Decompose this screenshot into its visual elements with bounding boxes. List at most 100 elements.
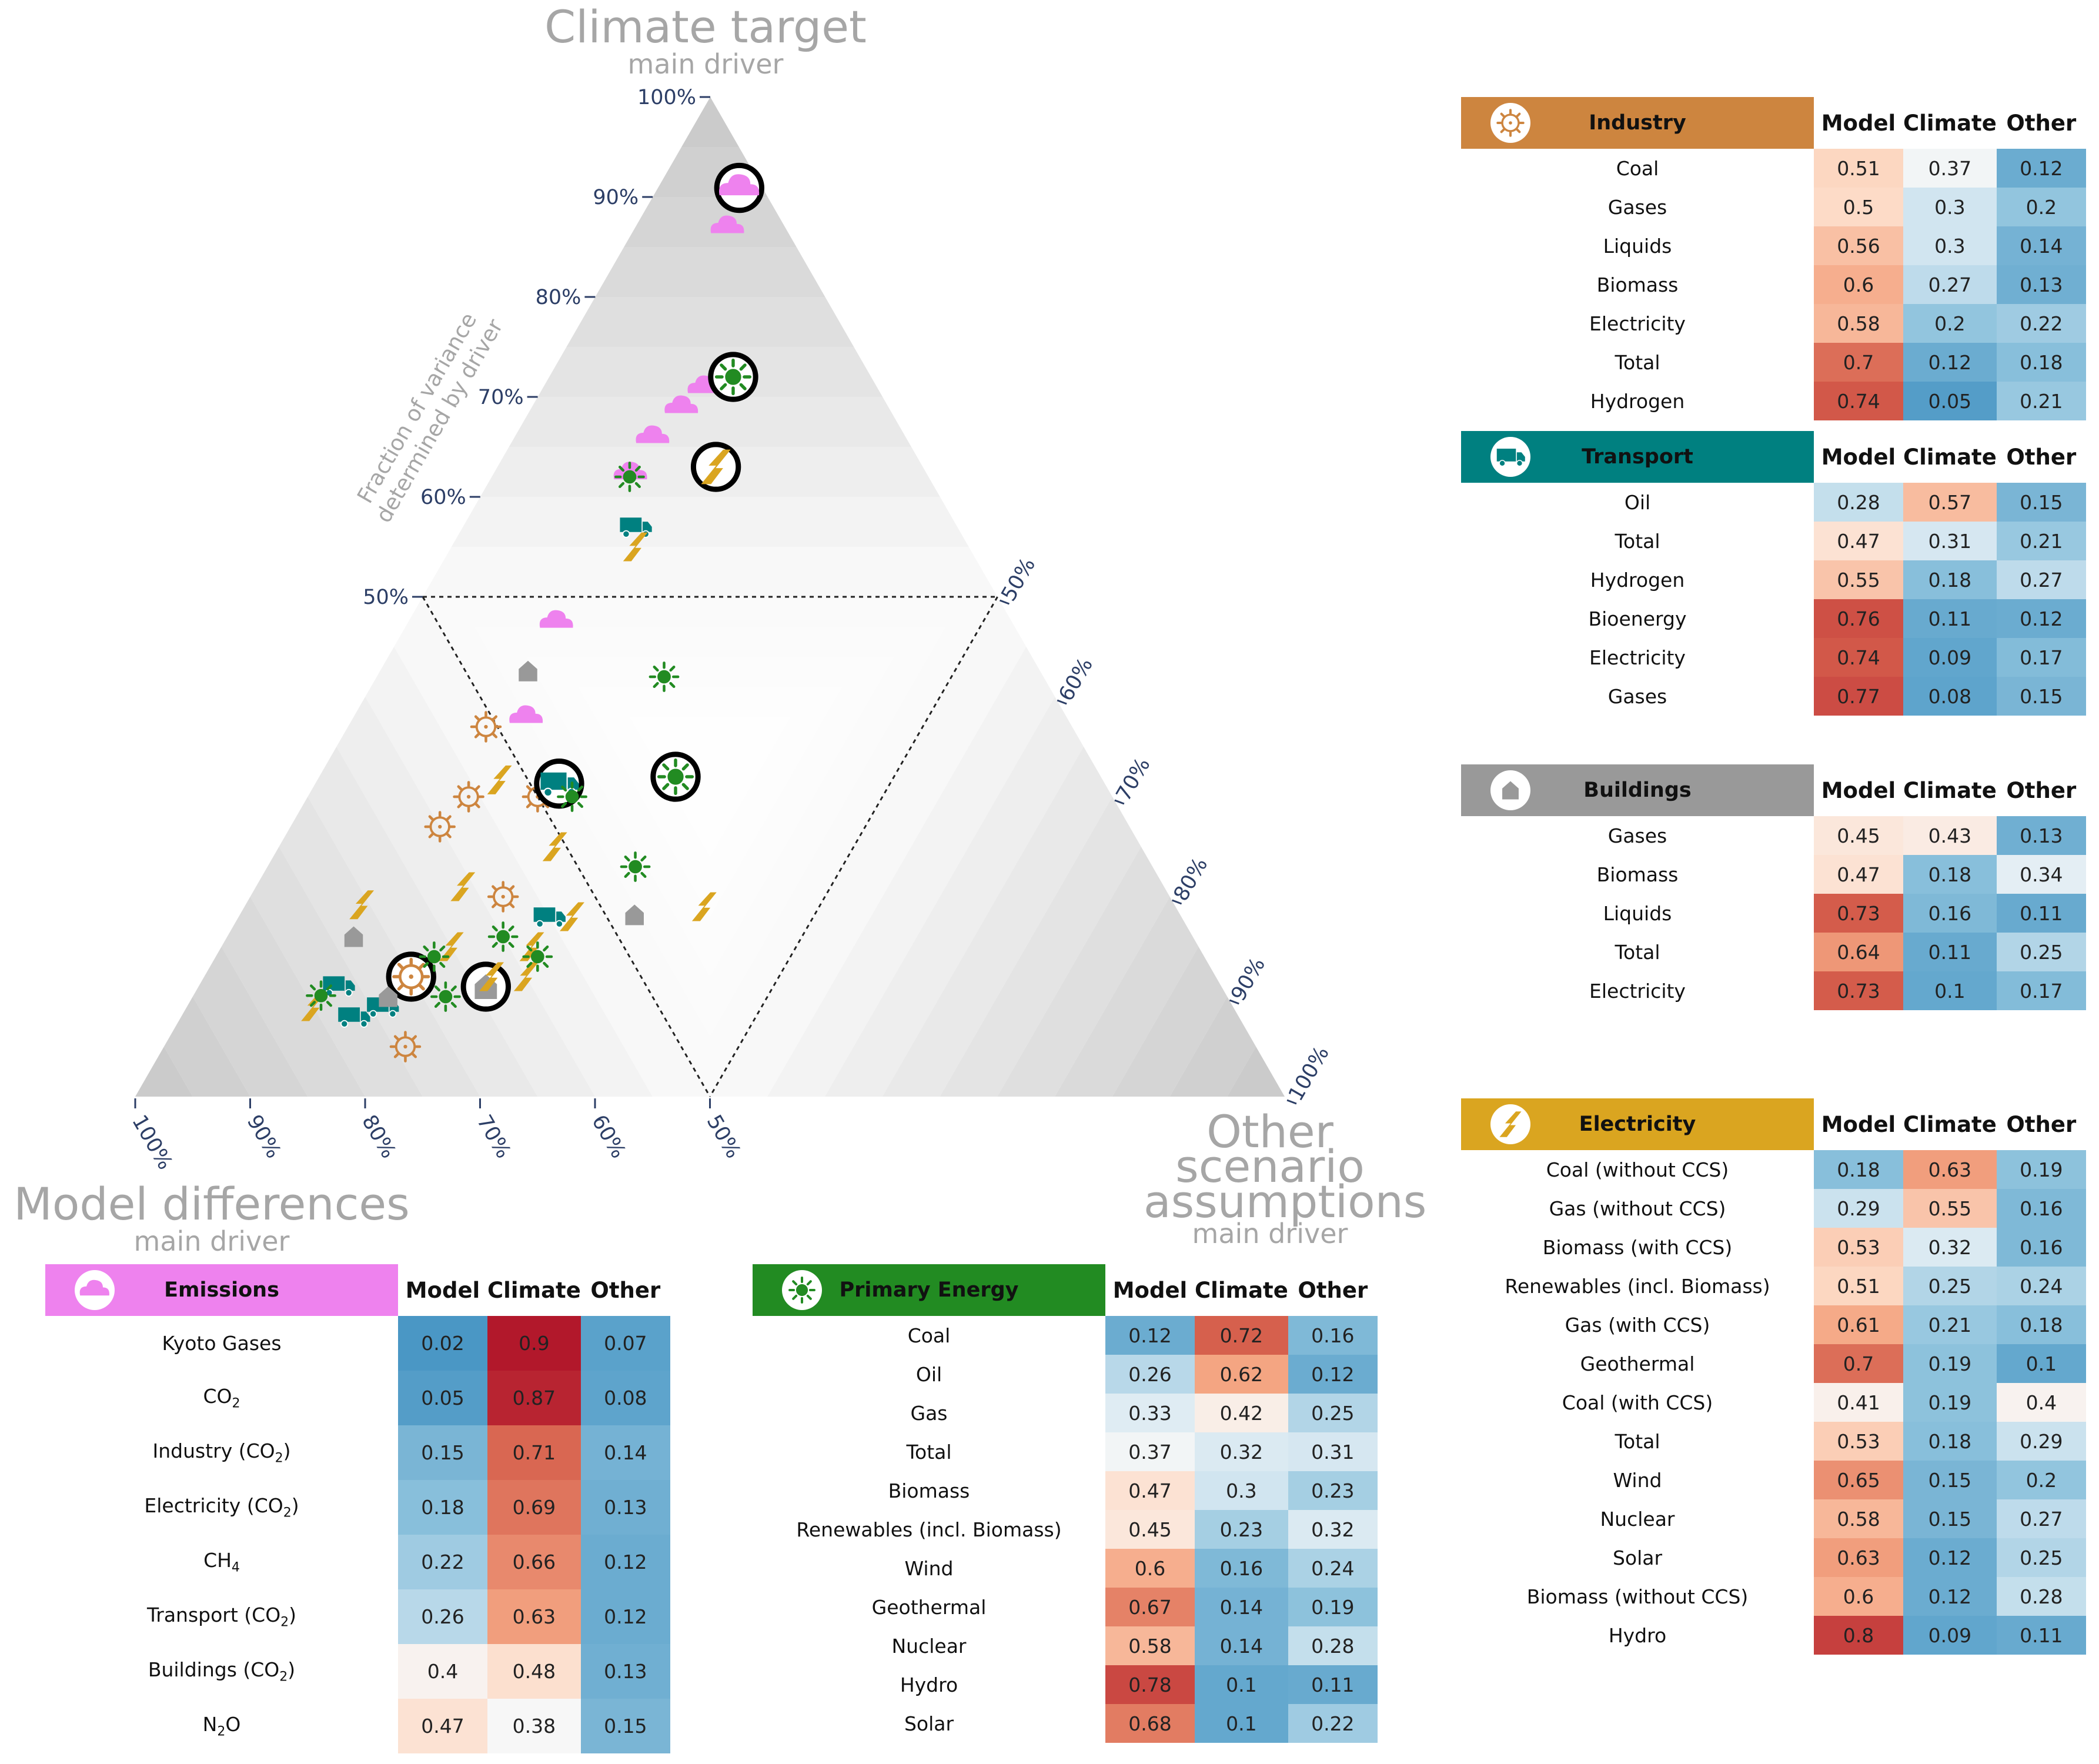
data-point-electricity: [691, 892, 717, 921]
table-row: N2O 0.47 0.38 0.15: [45, 1699, 670, 1753]
data-point-buildings: [344, 926, 363, 947]
tick-label-model: 100%: [127, 1111, 177, 1174]
data-point-primary-energy: [522, 941, 553, 972]
table-row: Oil 0.26 0.62 0.12: [753, 1355, 1378, 1394]
value-cell: 0.6: [1814, 1577, 1903, 1616]
data-point-buildings: [519, 660, 537, 681]
table-row: CO2 0.05 0.87 0.08: [45, 1371, 670, 1425]
row-label: CH4: [203, 1549, 240, 1575]
column-header: Climate: [1903, 444, 1997, 470]
value-cell: 0.12: [1903, 1538, 1997, 1577]
value-cell: 0.15: [1996, 677, 2086, 716]
value-cell: 0.26: [1105, 1355, 1195, 1394]
value-cell: 0.23: [1288, 1471, 1378, 1510]
value-cell: 0.2: [1903, 304, 1997, 343]
row-label: Wind: [1613, 1468, 1662, 1492]
table-row: Oil 0.28 0.57 0.15: [1461, 483, 2086, 522]
value-cell: 0.26: [398, 1589, 487, 1644]
row-label: Total: [1615, 350, 1660, 374]
value-cell: 0.13: [580, 1480, 670, 1535]
value-cell: 0.14: [1195, 1626, 1288, 1665]
value-cell: 0.74: [1814, 638, 1903, 677]
value-cell: 0.11: [1288, 1665, 1378, 1704]
value-cell: 0.13: [1996, 816, 2086, 855]
value-cell: 0.12: [1903, 343, 1997, 382]
table-title: Buildings: [1583, 779, 1692, 802]
tick-label-climate: 100%: [637, 86, 696, 109]
data-point-transport: [533, 907, 566, 928]
table-row: Coal 0.51 0.37 0.12: [1461, 149, 2086, 188]
value-cell: 0.72: [1195, 1316, 1288, 1355]
value-cell: 0.63: [487, 1589, 581, 1644]
row-label: Coal (without CCS): [1546, 1158, 1729, 1181]
table-row: Biomass 0.6 0.27 0.13: [1461, 265, 2086, 304]
value-cell: 0.16: [1903, 894, 1997, 933]
table-transport: Transport Model Climate Other Oil 0.28 0.57 0.1…: [1461, 431, 2086, 716]
table-row: Renewables (incl. Biomass) 0.51 0.25 0.24: [1461, 1267, 2086, 1305]
value-cell: 0.48: [487, 1644, 581, 1699]
table-row: Coal 0.12 0.72 0.16: [753, 1316, 1378, 1355]
table-row: Bioenergy 0.76 0.11 0.12: [1461, 599, 2086, 638]
row-label: Hydrogen: [1590, 389, 1685, 413]
table-row: Gases 0.5 0.3 0.2: [1461, 188, 2086, 226]
table-row: Electricity (CO2) 0.18 0.69 0.13: [45, 1480, 670, 1535]
table-title: Transport: [1582, 445, 1693, 469]
data-point-industry: [386, 951, 436, 1002]
table-row: Nuclear 0.58 0.14 0.28: [753, 1626, 1378, 1665]
row-label: Electricity (CO2): [144, 1494, 299, 1521]
tick-label-other: 80%: [1169, 854, 1213, 905]
table-title: Industry: [1589, 111, 1686, 135]
row-label: Gases: [1607, 684, 1667, 708]
row-label: Liquids: [1603, 234, 1672, 258]
value-cell: 0.18: [398, 1480, 487, 1535]
row-label: Biomass (without CCS): [1526, 1585, 1749, 1608]
table-header-emissions: Emissions: [45, 1264, 398, 1316]
table-header-primary-energy: Primary Energy: [753, 1264, 1105, 1316]
tick-label-climate: 60%: [420, 486, 466, 509]
table-row: Solar 0.63 0.12 0.25: [1461, 1538, 2086, 1577]
value-cell: 0.51: [1814, 149, 1903, 188]
value-cell: 0.15: [1903, 1461, 1997, 1499]
value-cell: 0.5: [1814, 188, 1903, 226]
corner-other-sub: main driver: [1192, 1217, 1348, 1250]
table-row: Total 0.7 0.12 0.18: [1461, 343, 2086, 382]
data-point-buildings: [625, 904, 644, 926]
row-label: Biomass (with CCS): [1542, 1235, 1733, 1259]
data-point-industry: [470, 711, 502, 743]
value-cell: 0.71: [487, 1425, 581, 1480]
value-cell: 0.19: [1996, 1150, 2086, 1189]
value-cell: 0.32: [1195, 1432, 1288, 1471]
row-label: Hydro: [1608, 1623, 1667, 1647]
value-cell: 0.31: [1903, 522, 1997, 560]
table-row: Transport (CO2) 0.26 0.63 0.12: [45, 1589, 670, 1644]
value-cell: 0.45: [1105, 1510, 1195, 1549]
value-cell: 0.31: [1288, 1432, 1378, 1471]
table-row: Biomass 0.47 0.18 0.34: [1461, 855, 2086, 894]
table-row: Hydro 0.78 0.1 0.11: [753, 1665, 1378, 1704]
house-icon: [1490, 770, 1530, 810]
table-buildings: Buildings Model Climate Other Gases 0.45 0.43 0…: [1461, 764, 2086, 1010]
row-label: Total: [1615, 1429, 1660, 1453]
data-point-emissions: [509, 705, 543, 723]
value-cell: 0.37: [1105, 1432, 1195, 1471]
tick-label-climate: 80%: [536, 286, 581, 309]
row-label: Wind: [904, 1556, 954, 1580]
row-label: Total: [1615, 529, 1660, 553]
value-cell: 0.11: [1996, 894, 2086, 933]
value-cell: 0.7: [1814, 343, 1903, 382]
table-title: Electricity: [1579, 1112, 1696, 1136]
row-label: Bioenergy: [1588, 607, 1687, 630]
table-industry: Industry Model Climate Other Coal 0.51 0.37 0.1…: [1461, 97, 2086, 420]
column-header: Climate: [1903, 777, 1997, 803]
value-cell: 0.14: [1996, 226, 2086, 265]
value-cell: 0.51: [1814, 1267, 1903, 1305]
data-point-primary-energy: [306, 980, 336, 1011]
value-cell: 0.37: [1903, 149, 1997, 188]
corner-climate-sub: main driver: [627, 48, 784, 80]
corner-climate-label: Climate target: [544, 1, 867, 53]
value-cell: 0.62: [1195, 1355, 1288, 1394]
row-label: Buildings (CO2): [148, 1658, 296, 1685]
table-emissions: Emissions Model Climate Other Kyoto Gases 0.0…: [45, 1264, 670, 1753]
row-label: Gases: [1607, 824, 1667, 847]
value-cell: 0.33: [1105, 1394, 1195, 1432]
